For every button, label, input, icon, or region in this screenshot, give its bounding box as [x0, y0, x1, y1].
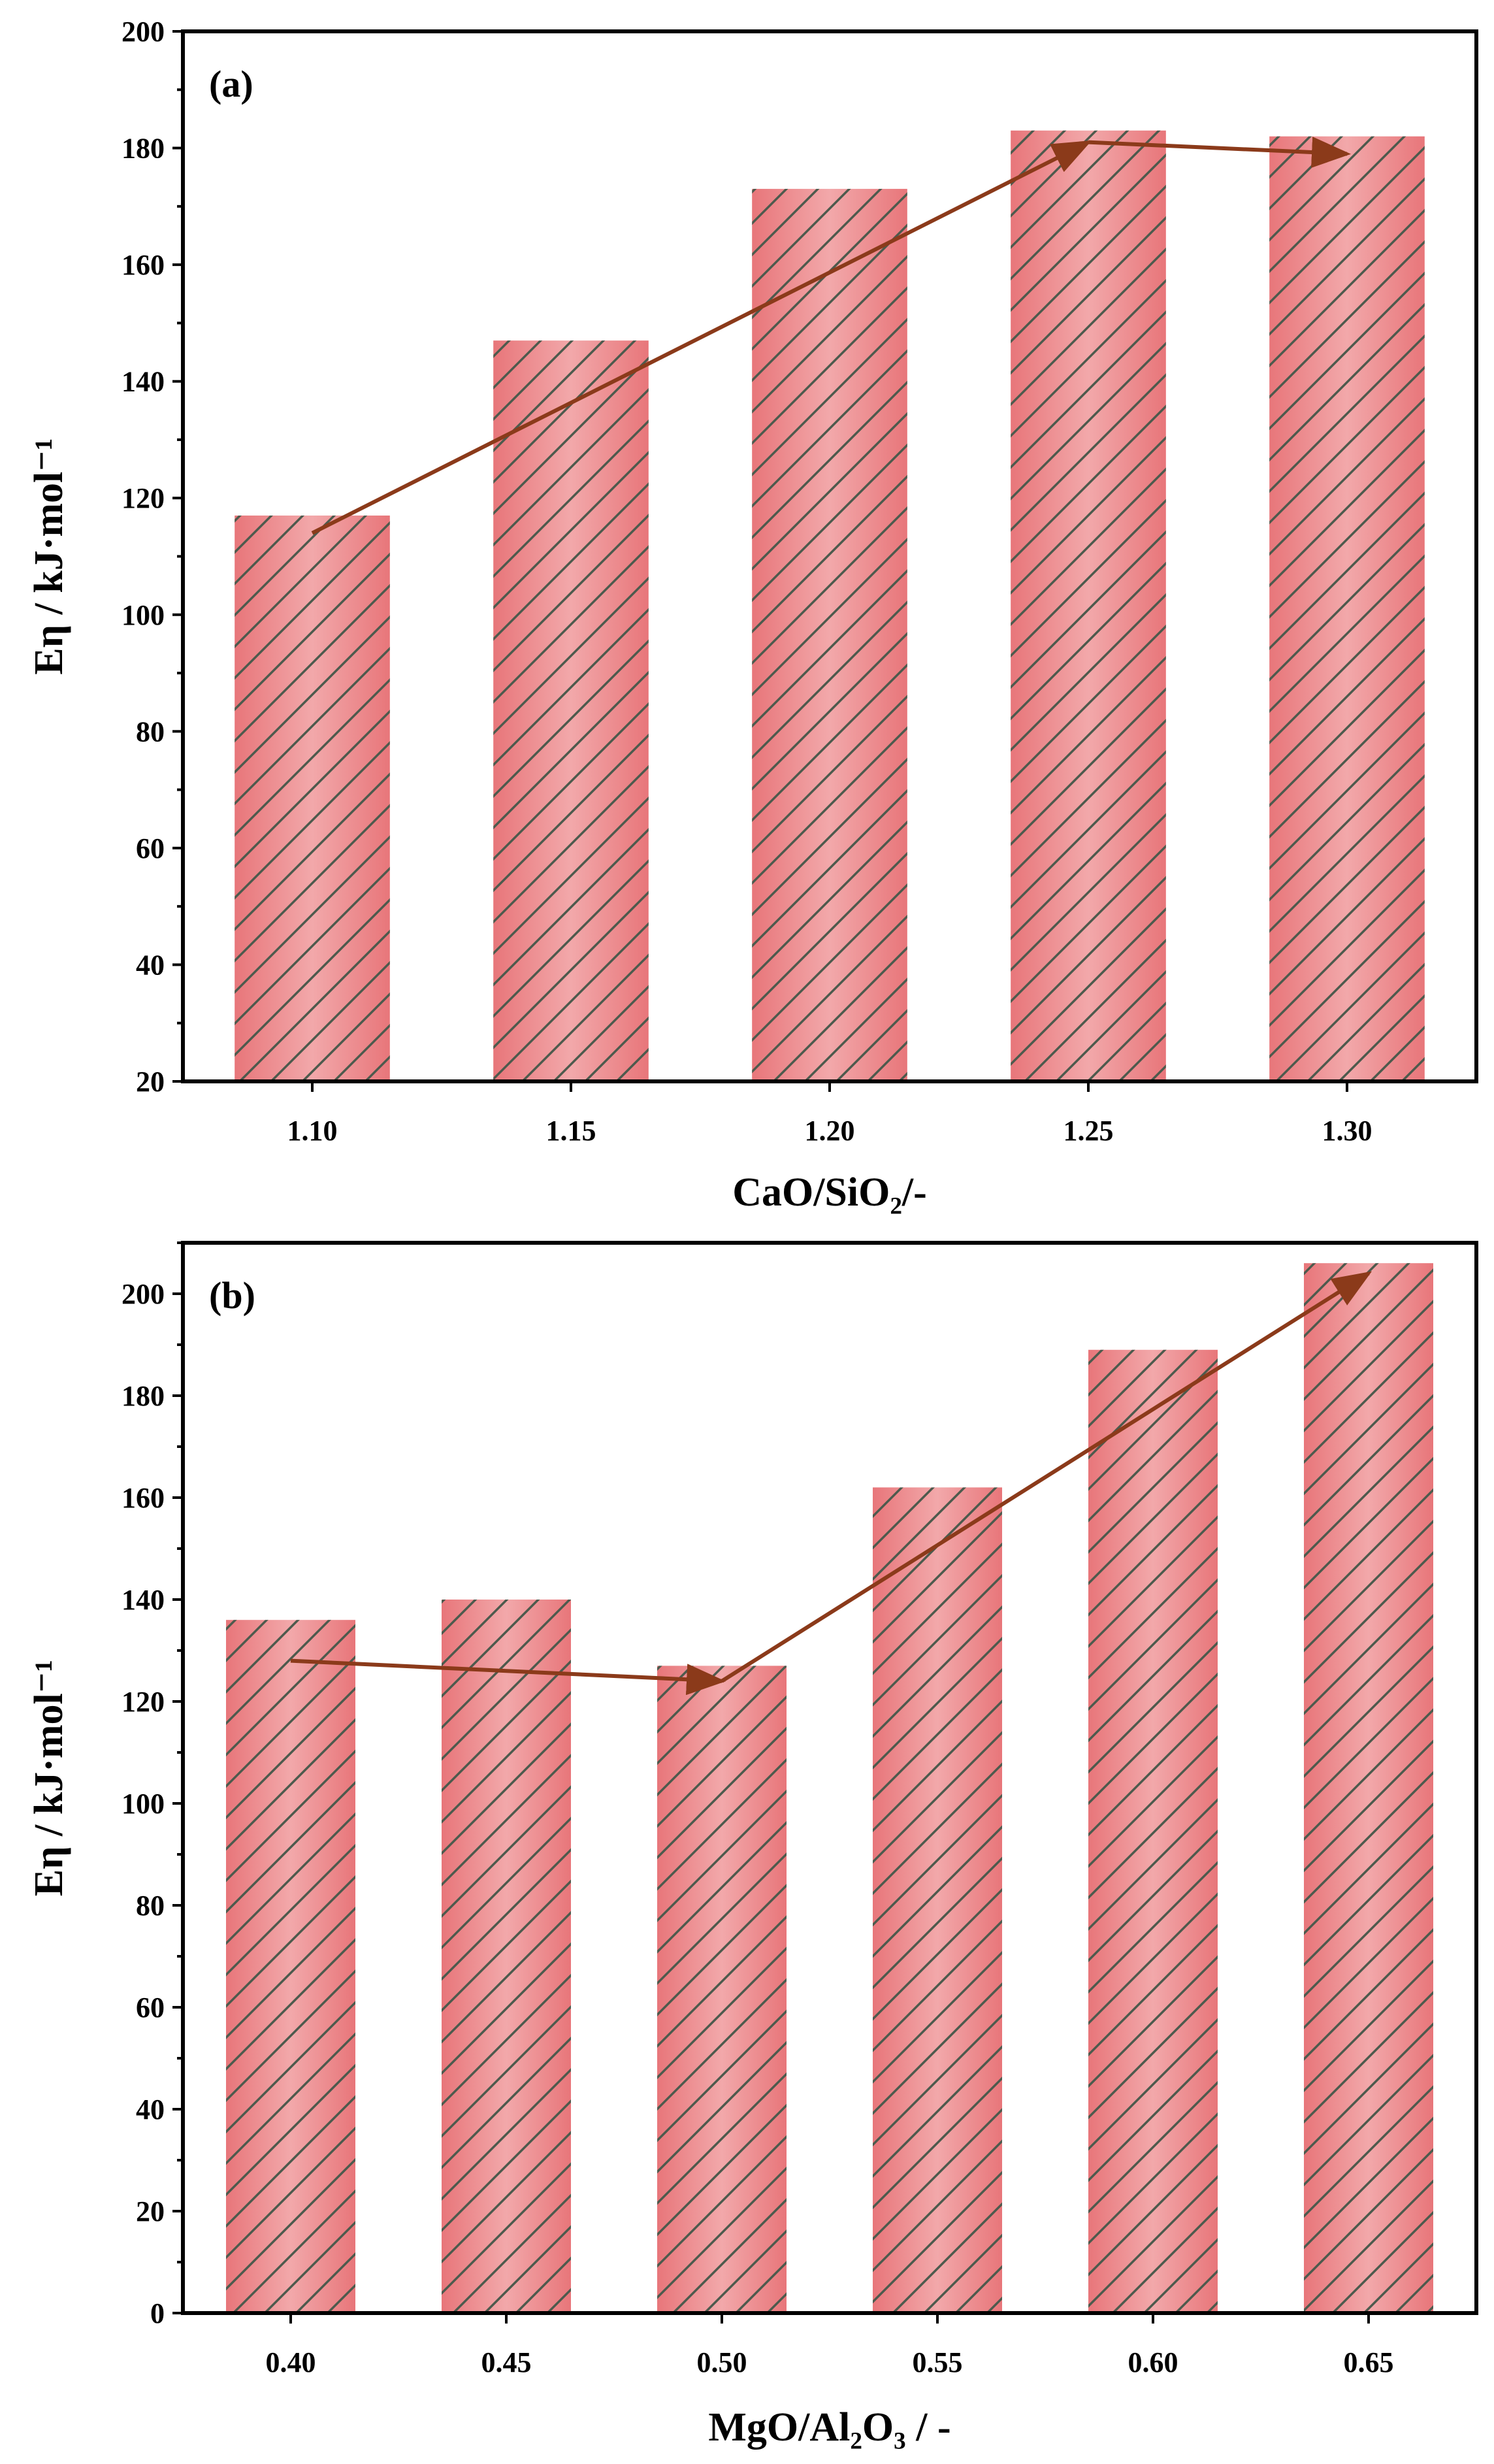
bar-hatch-1.30: [1269, 136, 1425, 1082]
x-tick-label: 1.25: [1064, 1115, 1114, 1147]
y-tick-label: 160: [122, 249, 165, 281]
y-tick-label: 200: [122, 16, 165, 48]
y-tick-label: 60: [136, 1992, 165, 2024]
x-tick-label: 0.65: [1344, 2346, 1394, 2378]
y-tick-label: 140: [122, 1584, 165, 1616]
y-tick-label: 80: [136, 715, 165, 747]
trend-arrow-1: [311, 140, 1092, 535]
bar-hatch-0.55: [873, 1487, 1002, 2313]
trend-arrow-1: [290, 1658, 726, 1696]
trend-arrow-2: [1088, 137, 1351, 169]
y-axis-title: Eη / kJ·mol⁻¹: [27, 438, 71, 674]
bar-hatch-0.40: [226, 1620, 355, 2313]
y-tick-label: 20: [136, 2195, 165, 2227]
x-tick-label: 1.30: [1322, 1115, 1372, 1147]
bar-hatch-1.20: [752, 189, 907, 1081]
plot-frame: [181, 1241, 1478, 2315]
y-tick-label: 60: [136, 832, 165, 864]
y-tick-label: 120: [122, 482, 165, 514]
y-tick-label: 180: [122, 1380, 165, 1412]
bar-hatch-0.45: [442, 1600, 571, 2313]
y-tick-label: 120: [122, 1686, 165, 1718]
trend-arrow-2: [721, 1271, 1372, 1683]
y-tick-label: 100: [122, 1788, 165, 1820]
panel-label: (b): [209, 1274, 255, 1317]
y-tick-label: 40: [136, 949, 165, 981]
x-tick-label: 0.55: [913, 2346, 963, 2378]
bar-hatch-0.65: [1304, 1263, 1433, 2313]
y-tick-label: 80: [136, 1890, 165, 1922]
x-axis-title: MgO/Al₂O₃ / -: [708, 2405, 950, 2450]
x-tick-label: 0.60: [1128, 2346, 1178, 2378]
y-tick-label: 0: [150, 2297, 165, 2329]
chart-panel-a: 20 40 60 80 100 120 140 160 180 200 1.10 1.15 1.20 1.…: [27, 16, 1478, 1215]
x-axis-title: CaO/SiO₂/-: [732, 1170, 927, 1215]
x-tick-label: 0.50: [697, 2346, 747, 2378]
panel-label: (a): [209, 63, 253, 105]
x-tick-label: 1.20: [805, 1115, 855, 1147]
y-tick-label: 140: [122, 366, 165, 398]
x-tick-label: 0.40: [266, 2346, 316, 2378]
y-tick-label: 40: [136, 2094, 165, 2126]
x-tick-label: 0.45: [481, 2346, 532, 2378]
y-axis-title: Eη / kJ·mol⁻¹: [27, 1660, 71, 1896]
chart-panel-b: 0 20 40 60 80 100 120 140 160 180 200 0.40 0.45 0.50 0…: [27, 1241, 1478, 2450]
y-tick-label: 180: [122, 133, 165, 165]
bar-hatch-0.50: [657, 1666, 787, 2313]
y-tick-label: 160: [122, 1482, 165, 1514]
bar-hatch-1.25: [1011, 130, 1166, 1081]
x-tick-label: 1.15: [546, 1115, 596, 1147]
bar-hatch-0.60: [1088, 1349, 1218, 2313]
x-tick-label: 1.10: [287, 1115, 338, 1147]
y-tick-label: 200: [122, 1278, 165, 1310]
y-tick-label: 20: [136, 1066, 165, 1098]
y-tick-label: 100: [122, 599, 165, 631]
bar-hatch-1.15: [493, 340, 649, 1081]
bar-hatch-1.10: [235, 516, 390, 1081]
